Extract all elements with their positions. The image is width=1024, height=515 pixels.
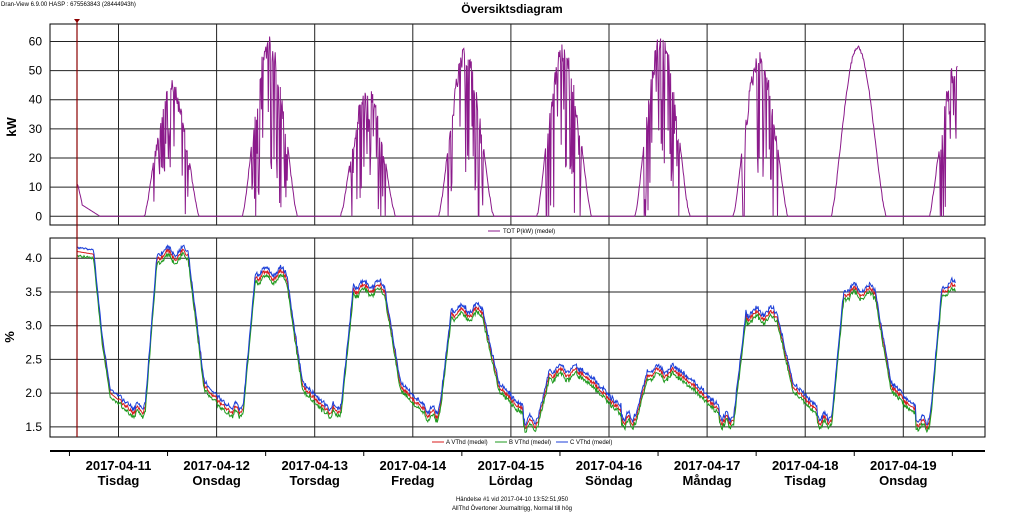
- thd-y-tick-label: 3.0: [25, 319, 42, 333]
- x-axis: 2017-04-11Tisdag2017-04-12Onsdag2017-04-…: [50, 450, 985, 488]
- power-y-axis-label: kW: [4, 117, 19, 137]
- x-date-label: 2017-04-15: [478, 458, 545, 473]
- thd-y-tick-label: 2.0: [25, 386, 42, 400]
- power-y-tick-label: 10: [29, 180, 43, 194]
- x-day-label: Onsdag: [192, 473, 240, 488]
- event-marker-triangle: [74, 19, 80, 23]
- power-y-tick-label: 40: [29, 93, 43, 107]
- phase-b-thd-line: [77, 252, 956, 434]
- power-y-tick-label: 20: [29, 151, 43, 165]
- power-y-tick-label: 50: [29, 64, 43, 78]
- x-day-label: Onsdag: [879, 473, 927, 488]
- x-day-label: Söndag: [585, 473, 633, 488]
- phase-a-legend-label: A VThd (medel): [446, 440, 488, 446]
- power-legend-label: TOT P(kW) (medel): [503, 229, 555, 235]
- thd-y-ticks: 1.5 2.0 2.5 3.0 3.5 4.0: [25, 251, 42, 434]
- phase-b-legend-label: B VThd (medel): [509, 440, 551, 446]
- event-info-line-2: AllThd Övertoner Journaltrigg, Normal ti…: [452, 505, 572, 512]
- x-axis-ticks: 2017-04-11Tisdag2017-04-12Onsdag2017-04-…: [68, 451, 953, 488]
- phase-c-legend-label: C VThd (medel): [570, 440, 612, 446]
- x-date-label: 2017-04-13: [281, 458, 348, 473]
- power-y-tick-label: 60: [29, 34, 43, 48]
- thd-legend: A VThd (medel) B VThd (medel) C VThd (me…: [432, 440, 612, 446]
- x-date-label: 2017-04-19: [870, 458, 937, 473]
- x-day-label: Lördag: [489, 473, 533, 488]
- app-info: Dran-View 6.9.00 HASP : 675563843 (28444…: [1, 2, 136, 8]
- x-day-label: Fredag: [391, 473, 434, 488]
- thd-y-tick-label: 1.5: [25, 420, 42, 434]
- x-day-label: Tisdag: [98, 473, 140, 488]
- x-date-label: 2017-04-18: [772, 458, 839, 473]
- thd-panel: 1.5 2.0 2.5 3.0 3.5 4.0 % A VThd (medel) B VT…: [2, 237, 986, 446]
- power-panel: 0 10 20 30 40 50 60 kW TOT P(kW) (medel): [4, 23, 986, 235]
- power-series-line: [76, 36, 958, 217]
- event-info-line-1: Händelse #1 vid 2017-04-10 13:52:51,950: [456, 497, 569, 503]
- thd-y-tick-label: 4.0: [25, 251, 42, 265]
- thd-y-tick-label: 3.5: [25, 285, 42, 299]
- x-date-label: 2017-04-14: [380, 458, 447, 473]
- x-day-label: Måndag: [683, 473, 732, 488]
- x-day-label: Torsdag: [290, 473, 340, 488]
- power-y-tick-label: 0: [35, 209, 42, 223]
- thd-y-tick-label: 2.5: [25, 352, 42, 366]
- chart-title: Översiktsdiagram: [461, 1, 562, 16]
- x-date-label: 2017-04-11: [86, 458, 152, 473]
- x-date-label: 2017-04-12: [183, 458, 250, 473]
- x-date-label: 2017-04-17: [674, 458, 741, 473]
- x-day-label: Tisdag: [784, 473, 826, 488]
- power-legend: TOT P(kW) (medel): [488, 229, 555, 235]
- power-plot-area: [49, 23, 986, 226]
- thd-y-axis-label: %: [2, 331, 17, 343]
- phase-c-thd-line: [77, 244, 956, 426]
- x-date-label: 2017-04-16: [576, 458, 643, 473]
- power-y-tick-label: 30: [29, 122, 43, 136]
- phase-a-thd-line: [77, 248, 956, 431]
- power-y-ticks: 0 10 20 30 40 50 60: [29, 34, 43, 223]
